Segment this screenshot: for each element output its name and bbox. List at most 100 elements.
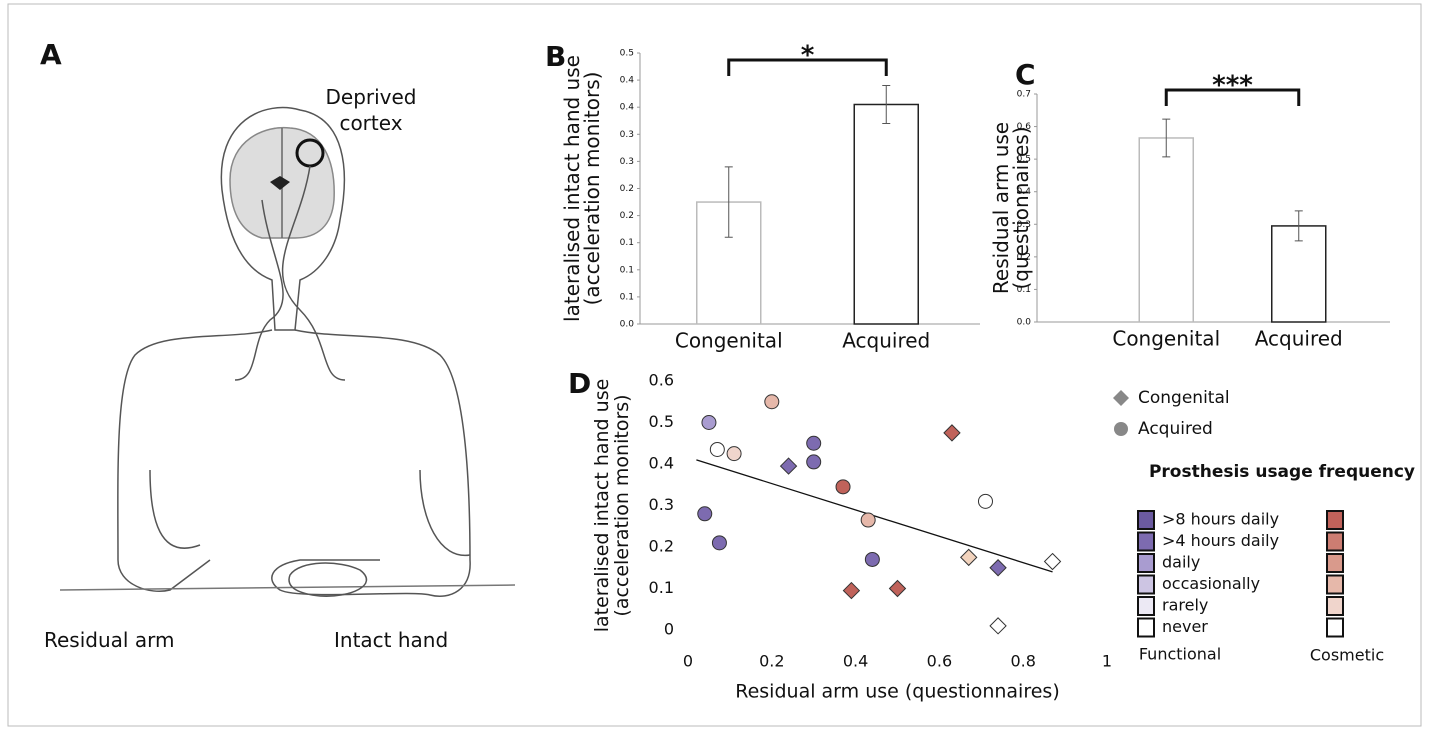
y-tick-label: 0.3 [620,157,634,167]
point [888,579,907,598]
point [989,617,1007,635]
y-axis-label: lateralised intact hand use(acceleration… [591,379,633,633]
point [864,551,880,567]
significance-label: * [801,41,815,71]
y-tick-label: 0.4 [620,103,635,113]
y-tick-label: 0.1 [620,292,634,302]
y-axis-label-line: (acceleration monitors) [580,72,604,306]
legend-marker [1113,390,1129,406]
y-tick-label: 0.2 [620,211,634,221]
point [806,454,822,470]
legend-label: >8 hours daily [1162,510,1279,529]
x-tick-label: 0.4 [843,652,868,671]
point [764,394,780,410]
error-bar [1162,118,1171,158]
y-tick-label: 0.4 [649,454,674,473]
y-tick-label: 0.3 [1017,220,1031,230]
point [711,535,727,551]
significance-bracket [1164,88,1301,106]
y-axis-label-line: (acceleration monitors) [611,394,633,616]
bar [853,103,919,325]
legend-swatch [1326,510,1344,530]
point [860,512,876,528]
panel-label: A [40,38,62,71]
y-axis-label-line: lateralised intact hand use [591,379,613,633]
legend-label: occasionally [1162,574,1260,593]
point [977,493,993,509]
trend-line [696,459,1053,573]
x-tick-label: Congenital [675,329,783,353]
legend-label: Functional [1139,645,1221,664]
error-bar [1294,210,1303,242]
legend-label: >4 hours daily [1162,531,1279,550]
x-tick-label: 0.6 [927,652,952,671]
point [726,446,742,462]
point [697,506,713,522]
legend-label: never [1162,617,1208,636]
legend-swatch [1137,531,1155,552]
legend-swatch [1137,510,1155,530]
legend-swatch [1326,617,1344,638]
legend-swatch [1326,574,1344,595]
point [709,441,725,457]
legend-label: rarely [1162,596,1208,615]
y-tick-label: 0.1 [620,238,634,248]
legend-swatch [1137,574,1155,595]
x-tick-label: 0.2 [759,652,784,671]
y-tick-label: 0.3 [620,130,634,140]
bar [1138,137,1194,323]
y-tick-label: 0.4 [1017,187,1032,197]
panel-label: B [545,40,566,73]
y-tick-label: 0.1 [620,265,634,275]
x-tick-label: Acquired [842,329,930,353]
y-tick-label: 0.0 [1017,318,1032,328]
y-tick-label: 0.2 [620,184,634,194]
error-bar [882,85,891,124]
legend-swatch [1137,553,1155,573]
x-tick-label: Acquired [1255,327,1343,351]
annotation: Deprived cortex [325,85,417,135]
legend-marker [1114,422,1128,436]
bar [1271,225,1327,323]
legend-label: Acquired [1138,419,1213,439]
point [1043,552,1062,571]
error-bar [724,166,733,238]
y-tick-label: 0.1 [1017,285,1031,295]
y-tick-label: 0.0 [620,320,635,330]
point [842,581,861,600]
y-tick-label: 0.3 [649,495,674,514]
x-tick-label: 0.8 [1010,652,1035,671]
legend-label: daily [1162,553,1200,572]
y-tick-label: 0.7 [1017,90,1031,100]
legend-swatch [1326,531,1344,552]
y-tick-label: 0.2 [1017,252,1031,262]
legend-swatch [1326,553,1344,573]
panel-label: D [568,367,591,400]
point [779,457,798,475]
illustration [59,106,516,597]
point [806,435,822,451]
y-tick-label: 0.5 [649,412,674,431]
point [989,559,1007,577]
y-tick-label: 0.6 [649,371,674,390]
y-tick-label: 0.5 [620,49,634,59]
x-tick-label: 1 [1102,652,1112,671]
x-axis-label: Residual arm use (questionnaires) [735,681,1059,703]
legend-label: Cosmetic [1310,646,1384,665]
y-tick-label: 0 [664,620,674,639]
annotation: Residual arm [44,628,175,652]
legend-label: Congenital [1138,388,1230,408]
point [960,548,978,567]
y-axis-label: lateralised intact hand use(acceleration… [560,55,604,322]
y-axis-label-line: lateralised intact hand use [560,55,584,322]
annotation: Intact hand [334,628,449,652]
legend-swatch [1137,596,1155,616]
y-axis-label: Residual arm use(questionnaires) [989,122,1033,294]
legend-title: Prosthesis usage frequency [1149,462,1415,482]
x-tick-label: 0 [683,652,693,671]
y-axis-label-line: Residual arm use [989,122,1013,294]
panel-label: C [1015,58,1036,91]
y-tick-label: 0.5 [1017,155,1031,165]
significance-bracket [727,58,888,76]
point [701,415,717,430]
